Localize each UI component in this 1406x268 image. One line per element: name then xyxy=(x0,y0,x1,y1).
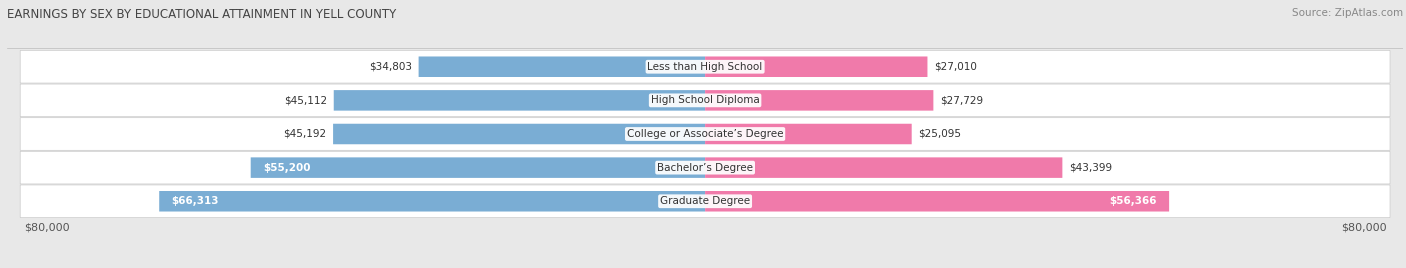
Text: Less than High School: Less than High School xyxy=(648,62,762,72)
FancyBboxPatch shape xyxy=(250,157,706,178)
FancyBboxPatch shape xyxy=(20,84,1391,117)
Text: $27,729: $27,729 xyxy=(941,95,983,105)
FancyBboxPatch shape xyxy=(20,118,1391,150)
Text: $45,112: $45,112 xyxy=(284,95,328,105)
Text: $27,010: $27,010 xyxy=(934,62,977,72)
Text: $66,313: $66,313 xyxy=(172,196,219,206)
FancyBboxPatch shape xyxy=(704,191,1170,211)
Text: Source: ZipAtlas.com: Source: ZipAtlas.com xyxy=(1292,8,1403,18)
Text: EARNINGS BY SEX BY EDUCATIONAL ATTAINMENT IN YELL COUNTY: EARNINGS BY SEX BY EDUCATIONAL ATTAINMEN… xyxy=(7,8,396,21)
FancyBboxPatch shape xyxy=(419,57,706,77)
FancyBboxPatch shape xyxy=(20,50,1391,83)
Text: $45,192: $45,192 xyxy=(284,129,326,139)
Text: $56,366: $56,366 xyxy=(1109,196,1157,206)
FancyBboxPatch shape xyxy=(333,90,706,111)
FancyBboxPatch shape xyxy=(159,191,706,211)
Text: $55,200: $55,200 xyxy=(263,163,311,173)
Text: Graduate Degree: Graduate Degree xyxy=(659,196,751,206)
FancyBboxPatch shape xyxy=(704,57,928,77)
FancyBboxPatch shape xyxy=(704,157,1063,178)
FancyBboxPatch shape xyxy=(20,151,1391,184)
FancyBboxPatch shape xyxy=(704,124,911,144)
FancyBboxPatch shape xyxy=(704,90,934,111)
Text: College or Associate’s Degree: College or Associate’s Degree xyxy=(627,129,783,139)
Text: $43,399: $43,399 xyxy=(1069,163,1112,173)
FancyBboxPatch shape xyxy=(333,124,706,144)
Text: High School Diploma: High School Diploma xyxy=(651,95,759,105)
Text: $34,803: $34,803 xyxy=(368,62,412,72)
Text: $25,095: $25,095 xyxy=(918,129,962,139)
FancyBboxPatch shape xyxy=(20,185,1391,218)
Text: Bachelor’s Degree: Bachelor’s Degree xyxy=(657,163,754,173)
